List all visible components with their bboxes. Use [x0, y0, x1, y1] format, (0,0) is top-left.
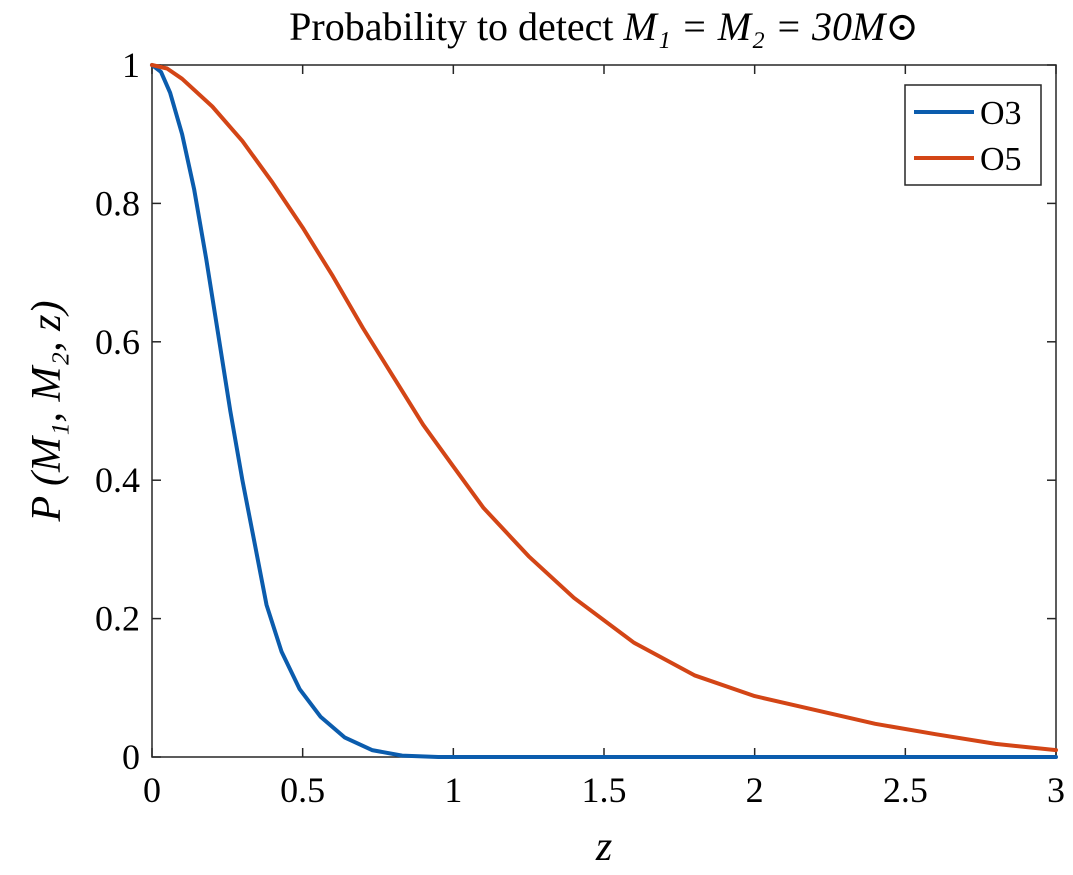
legend: O3 O5: [904, 84, 1042, 186]
y-tick-label: 0.8: [95, 183, 140, 223]
legend-label-o3: O3: [980, 95, 1022, 132]
y-tick-label: 0.6: [95, 322, 140, 362]
x-tick-label: 3: [1047, 770, 1065, 810]
chart-title-prefix: Probability to detect: [289, 4, 623, 49]
x-axis-label: z: [595, 824, 612, 870]
x-tick-label: 1.5: [582, 770, 627, 810]
series-line-o5: [150, 63, 1058, 753]
y-tick-label: 1: [122, 45, 140, 85]
y-axis: 0 0.2 0.4 0.6 0.8 1: [95, 45, 1056, 777]
series-layer: [150, 63, 1058, 759]
legend-box: [904, 84, 1042, 186]
y-tick-label: 0.2: [95, 599, 140, 639]
x-tick-label: 0: [143, 770, 161, 810]
y-tick-label: 0: [122, 737, 140, 777]
y-axis-label: P (M₁, M₂, z): [24, 301, 70, 523]
legend-label-o5: O5: [980, 141, 1022, 178]
x-axis: 0 0.5 1 1.5 2 2.5 3: [143, 65, 1065, 810]
chart-title: Probability to detect M₁ = M₂ = 30M⊙: [289, 4, 919, 49]
x-tick-label: 1: [444, 770, 462, 810]
x-tick-label: 2: [746, 770, 764, 810]
y-tick-label: 0.4: [95, 460, 140, 500]
chart-title-math: M₁ = M₂ = 30M⊙: [623, 4, 919, 49]
x-tick-label: 2.5: [883, 770, 928, 810]
x-tick-label: 0.5: [280, 770, 325, 810]
series-line-o3: [150, 63, 1058, 759]
